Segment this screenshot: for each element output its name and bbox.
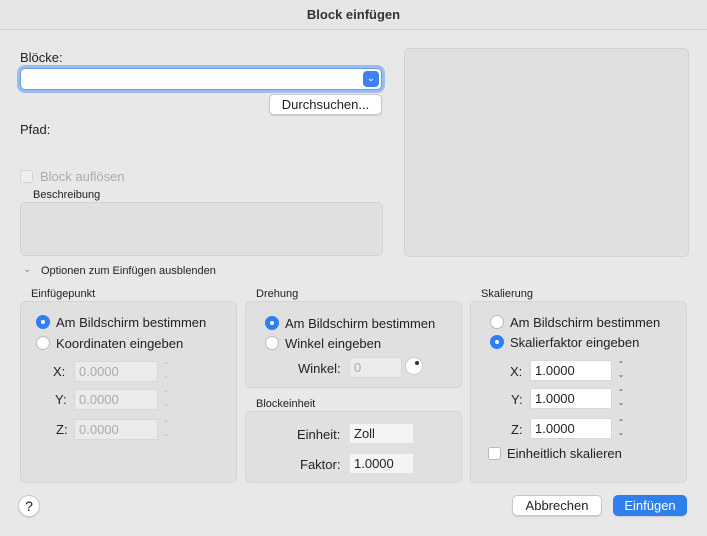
insert-button[interactable]: Einfügen xyxy=(613,495,687,516)
insertion-title: Einfügepunkt xyxy=(31,288,96,300)
scale-z-field[interactable]: 1.0000 xyxy=(530,418,612,439)
insertion-screen-label: Am Bildschirm bestimmen xyxy=(56,315,207,330)
stepper-icon[interactable]: ⌃ ⌄ xyxy=(617,360,625,379)
scale-screen-radio[interactable] xyxy=(490,315,504,329)
description-field[interactable] xyxy=(20,202,383,256)
insertion-coords-radio[interactable] xyxy=(36,336,50,350)
scale-screen-label: Am Bildschirm bestimmen xyxy=(510,315,661,330)
path-label: Pfad: xyxy=(20,122,51,137)
help-button[interactable]: ? xyxy=(18,495,40,517)
chevron-down-icon[interactable]: ⌄ xyxy=(23,264,32,275)
stepper-icon[interactable]: ⌃ ⌄ xyxy=(617,418,625,437)
blocks-label: Blöcke: xyxy=(20,50,63,65)
insertion-x-label: X: xyxy=(53,364,66,379)
rotation-angle-radio[interactable] xyxy=(265,336,279,350)
blocks-combobox[interactable]: ⌄ xyxy=(20,68,382,90)
unit-field: Zoll xyxy=(349,423,414,444)
insertion-screen-radio[interactable] xyxy=(36,315,50,329)
insertion-z-field[interactable]: 0.0000 xyxy=(74,419,158,440)
scale-title: Skalierung xyxy=(481,288,533,300)
factor-label: Faktor: xyxy=(300,457,341,472)
insertion-y-label: Y: xyxy=(55,392,67,407)
rotation-title: Drehung xyxy=(256,288,299,300)
uniform-scale-checkbox[interactable] xyxy=(488,447,501,460)
scale-z-label: Z: xyxy=(511,422,523,437)
stepper-icon[interactable]: ⌃ ⌄ xyxy=(617,388,625,407)
scale-factor-label: Skalierfaktor eingeben xyxy=(510,335,640,350)
scale-x-label: X: xyxy=(510,364,523,379)
angle-field[interactable]: 0 xyxy=(349,357,402,378)
insertion-x-field[interactable]: 0.0000 xyxy=(74,361,158,382)
scale-y-label: Y: xyxy=(511,392,523,407)
chevron-down-icon[interactable]: ⌄ xyxy=(363,71,379,87)
stepper-icon[interactable]: ⌃ ⌄ xyxy=(162,419,170,438)
explode-checkbox[interactable] xyxy=(20,170,33,183)
explode-label: Block auflösen xyxy=(40,169,125,184)
cancel-button[interactable]: Abbrechen xyxy=(512,495,602,516)
stepper-icon[interactable]: ⌃ ⌄ xyxy=(162,361,170,380)
scale-y-field[interactable]: 1.0000 xyxy=(530,388,612,409)
rotation-screen-label: Am Bildschirm bestimmen xyxy=(285,316,436,331)
rotation-angle-label: Winkel eingeben xyxy=(285,336,382,351)
rotation-screen-radio[interactable] xyxy=(265,316,279,330)
insertion-z-label: Z: xyxy=(56,422,68,437)
uniform-scale-label: Einheitlich skalieren xyxy=(507,446,622,461)
insertion-y-field[interactable]: 0.0000 xyxy=(74,389,158,410)
unit-label: Einheit: xyxy=(297,427,341,442)
factor-field: 1.0000 xyxy=(349,453,414,474)
insertion-coords-label: Koordinaten eingeben xyxy=(56,336,184,351)
stepper-icon[interactable]: ⌃ ⌄ xyxy=(162,389,170,408)
description-label: Beschreibung xyxy=(33,189,101,201)
options-toggle[interactable]: Optionen zum Einfügen ausblenden xyxy=(41,265,216,277)
scale-factor-radio[interactable] xyxy=(490,335,504,349)
unit-title: Blockeinheit xyxy=(256,398,316,410)
browse-button[interactable]: Durchsuchen... xyxy=(269,94,382,115)
angle-label: Winkel: xyxy=(298,361,341,376)
block-preview xyxy=(404,48,689,257)
scale-x-field[interactable]: 1.0000 xyxy=(530,360,612,381)
angle-dial-icon[interactable] xyxy=(405,357,423,375)
dialog-title: Block einfügen xyxy=(0,0,707,30)
